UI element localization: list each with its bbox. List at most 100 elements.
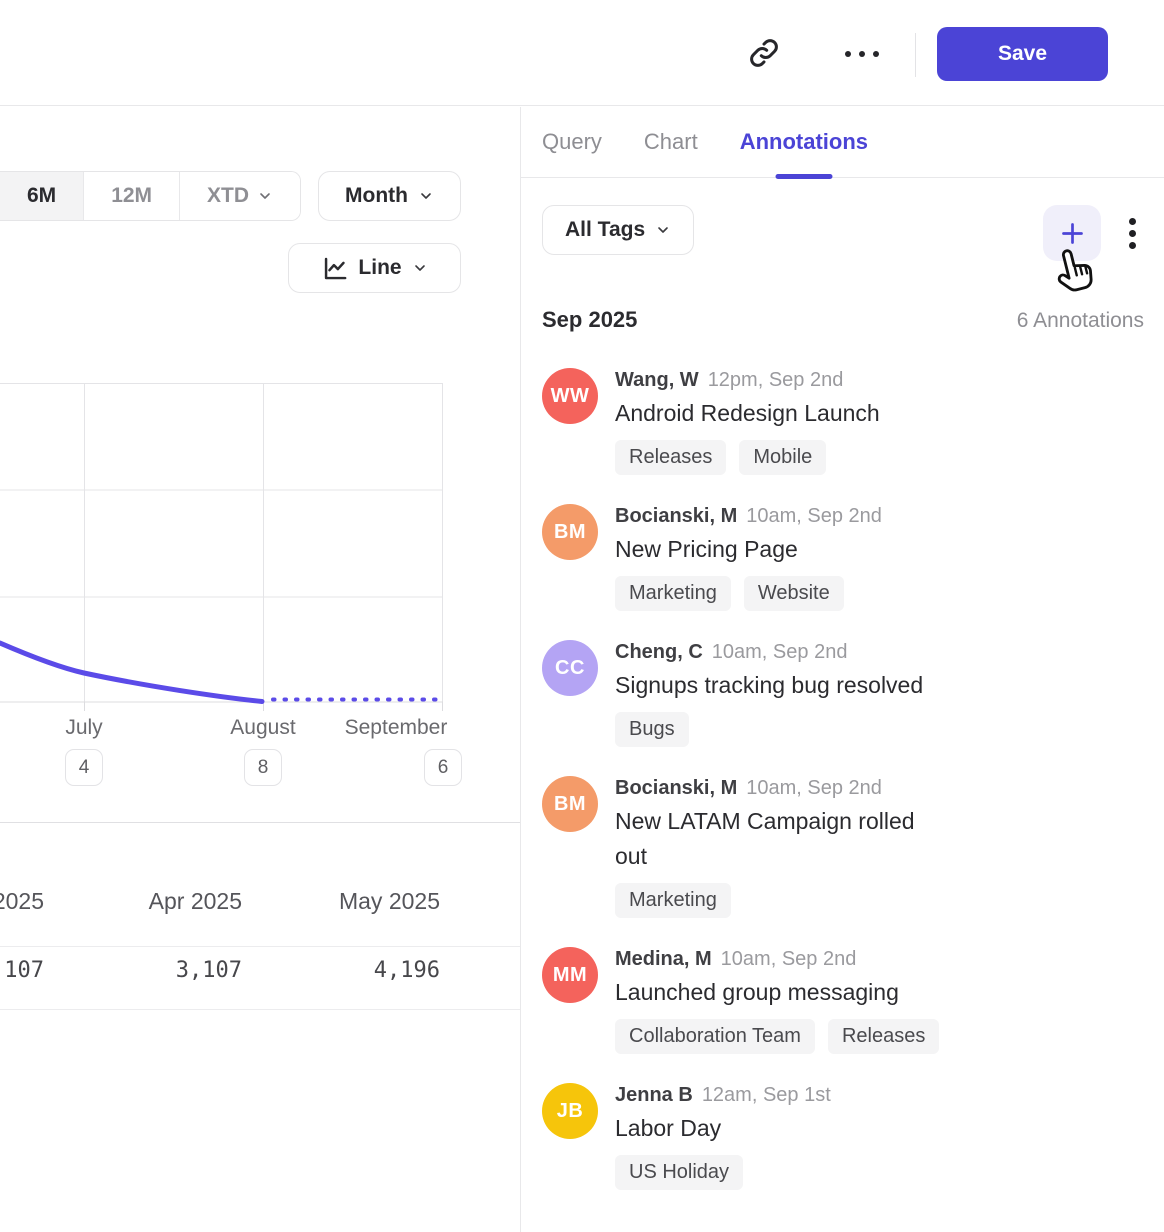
annotation-author: Bocianski, M: [615, 505, 738, 527]
annotation-header: Cheng, C 10am, Sep 2nd: [615, 641, 940, 664]
annotation-tags: Marketing Website: [615, 576, 940, 611]
annotation-author: Medina, M: [615, 948, 712, 970]
tag-chip[interactable]: Releases: [827, 1019, 940, 1054]
annotation-title: New Pricing Page: [615, 536, 798, 562]
table-value-cell: 4,196: [373, 958, 440, 983]
save-button[interactable]: Save: [937, 27, 1108, 81]
range-6m-button[interactable]: 6M: [0, 172, 85, 220]
chevron-down-icon: [421, 193, 431, 199]
series-line-solid: [0, 640, 265, 704]
add-annotation-button[interactable]: [1043, 205, 1101, 261]
panel-tabs: Query Chart Annotations: [521, 107, 1164, 178]
tag-chip[interactable]: Releases: [615, 440, 727, 475]
table-header-cell: May 2025: [338, 888, 440, 914]
month-group-header: Sep 2025: [542, 307, 638, 332]
annotation-header: Jenna B 12am, Sep 1st: [615, 1084, 940, 1107]
annotation-count-badge[interactable]: 6: [424, 749, 462, 786]
topbar-divider: [915, 33, 916, 77]
annotation-time: 10am, Sep 2nd: [746, 505, 882, 527]
annotation-item[interactable]: CC Cheng, C 10am, Sep 2nd Signups tracki…: [542, 640, 1144, 747]
tag-chip[interactable]: Mobile: [739, 440, 827, 475]
line-chart: [0, 383, 443, 711]
annotation-header: Bocianski, M 10am, Sep 2nd: [615, 505, 940, 528]
annotation-author: Jenna B: [615, 1084, 693, 1106]
table-divider: [0, 1009, 520, 1010]
annotation-item[interactable]: BM Bocianski, M 10am, Sep 2nd New LATAM …: [542, 776, 1144, 918]
copy-link-button[interactable]: [741, 31, 787, 77]
granularity-dropdown[interactable]: Month: [318, 171, 461, 221]
ellipsis-icon: [845, 51, 879, 57]
annotation-item[interactable]: JB Jenna B 12am, Sep 1st Labor Day US Ho…: [542, 1083, 1144, 1190]
range-xtd-button[interactable]: XTD: [180, 172, 301, 220]
tag-chip[interactable]: Marketing: [615, 576, 731, 611]
avatar: WW: [542, 368, 598, 424]
more-options-button[interactable]: [836, 31, 888, 77]
annotation-author: Bocianski, M: [615, 777, 738, 799]
tag-chip[interactable]: Marketing: [615, 883, 731, 918]
annotation-author: Wang, W: [615, 369, 699, 391]
annotation-time: 12am, Sep 1st: [701, 1084, 831, 1106]
tag-filter-label: All Tags: [565, 218, 646, 241]
tab-chart[interactable]: Chart: [643, 129, 698, 154]
annotation-count-badge[interactable]: 4: [65, 749, 103, 786]
granularity-label: Month: [345, 184, 408, 207]
annotation-title: New LATAM Campaign rolled out: [615, 808, 915, 869]
chart-type-label: Line: [358, 256, 402, 279]
table-divider: [0, 822, 520, 823]
x-axis-label: September: [344, 716, 448, 739]
avatar: BM: [542, 504, 598, 560]
tag-chip[interactable]: Collaboration Team: [615, 1019, 815, 1054]
line-chart-icon: [325, 257, 347, 279]
topbar: Save: [0, 0, 1164, 106]
tag-chip[interactable]: US Holiday: [615, 1155, 744, 1190]
annotation-body: Medina, M 10am, Sep 2nd Launched group m…: [615, 947, 940, 1054]
annotation-header: Wang, W 12pm, Sep 2nd: [615, 369, 940, 392]
annotations-toolbar: All Tags: [542, 205, 1142, 261]
table-divider: [0, 946, 520, 947]
annotation-tags: Bugs: [615, 712, 940, 747]
annotation-title: Android Redesign Launch: [615, 400, 880, 426]
annotation-title: Signups tracking bug resolved: [615, 672, 924, 698]
annotation-count-label: 6 Annotations: [1016, 309, 1144, 332]
annotation-tags: Marketing: [615, 883, 940, 918]
annotation-body: Wang, W 12pm, Sep 2nd Android Redesign L…: [615, 368, 940, 475]
plus-icon: [1061, 222, 1083, 244]
annotation-tags: Collaboration Team Releases: [615, 1019, 940, 1054]
chart-type-dropdown[interactable]: Line: [288, 243, 461, 293]
month-group-row: Sep 2025 6 Annotations: [542, 307, 1144, 333]
annotation-item[interactable]: MM Medina, M 10am, Sep 2nd Launched grou…: [542, 947, 1144, 1054]
avatar: MM: [542, 947, 598, 1003]
table-value-cell: 107: [4, 958, 44, 983]
tag-chip[interactable]: Bugs: [615, 712, 689, 747]
chart-panel: 6M 12M XTD Month Line: [0, 107, 520, 1232]
annotation-body: Bocianski, M 10am, Sep 2nd New LATAM Cam…: [615, 776, 940, 918]
annotation-item[interactable]: BM Bocianski, M 10am, Sep 2nd New Pricin…: [542, 504, 1144, 611]
annotations-panel: Query Chart Annotations All Tags Sep 202…: [520, 107, 1164, 1232]
annotation-count-badge[interactable]: 8: [244, 749, 282, 786]
annotation-header: Bocianski, M 10am, Sep 2nd: [615, 777, 940, 800]
table-value-cell: 3,107: [175, 958, 242, 983]
annotation-tags: Releases Mobile: [615, 440, 940, 475]
annotation-list: WW Wang, W 12pm, Sep 2nd Android Redesig…: [542, 368, 1144, 1190]
tag-chip[interactable]: Website: [743, 576, 844, 611]
range-12m-button[interactable]: 12M: [84, 172, 181, 220]
annotations-menu-button[interactable]: [1123, 212, 1142, 255]
annotation-body: Bocianski, M 10am, Sep 2nd New Pricing P…: [615, 504, 940, 611]
chevron-down-icon: [260, 193, 270, 199]
annotation-time: 10am, Sep 2nd: [746, 777, 882, 799]
chevron-down-icon: [658, 227, 668, 233]
annotation-header: Medina, M 10am, Sep 2nd: [615, 948, 940, 971]
annotation-body: Cheng, C 10am, Sep 2nd Signups tracking …: [615, 640, 940, 747]
table-header-cell: Apr 2025: [148, 888, 242, 914]
date-range-segmented-control: 6M 12M XTD: [0, 171, 302, 221]
annotation-tags: US Holiday: [615, 1155, 940, 1190]
tag-filter-dropdown[interactable]: All Tags: [542, 205, 695, 255]
tab-annotations[interactable]: Annotations: [740, 107, 868, 178]
link-icon: [746, 35, 782, 74]
annotation-item[interactable]: WW Wang, W 12pm, Sep 2nd Android Redesig…: [542, 368, 1144, 475]
tab-query[interactable]: Query: [542, 129, 602, 154]
avatar: BM: [542, 776, 598, 832]
avatar: JB: [542, 1083, 598, 1139]
x-axis-label: August: [230, 716, 296, 739]
